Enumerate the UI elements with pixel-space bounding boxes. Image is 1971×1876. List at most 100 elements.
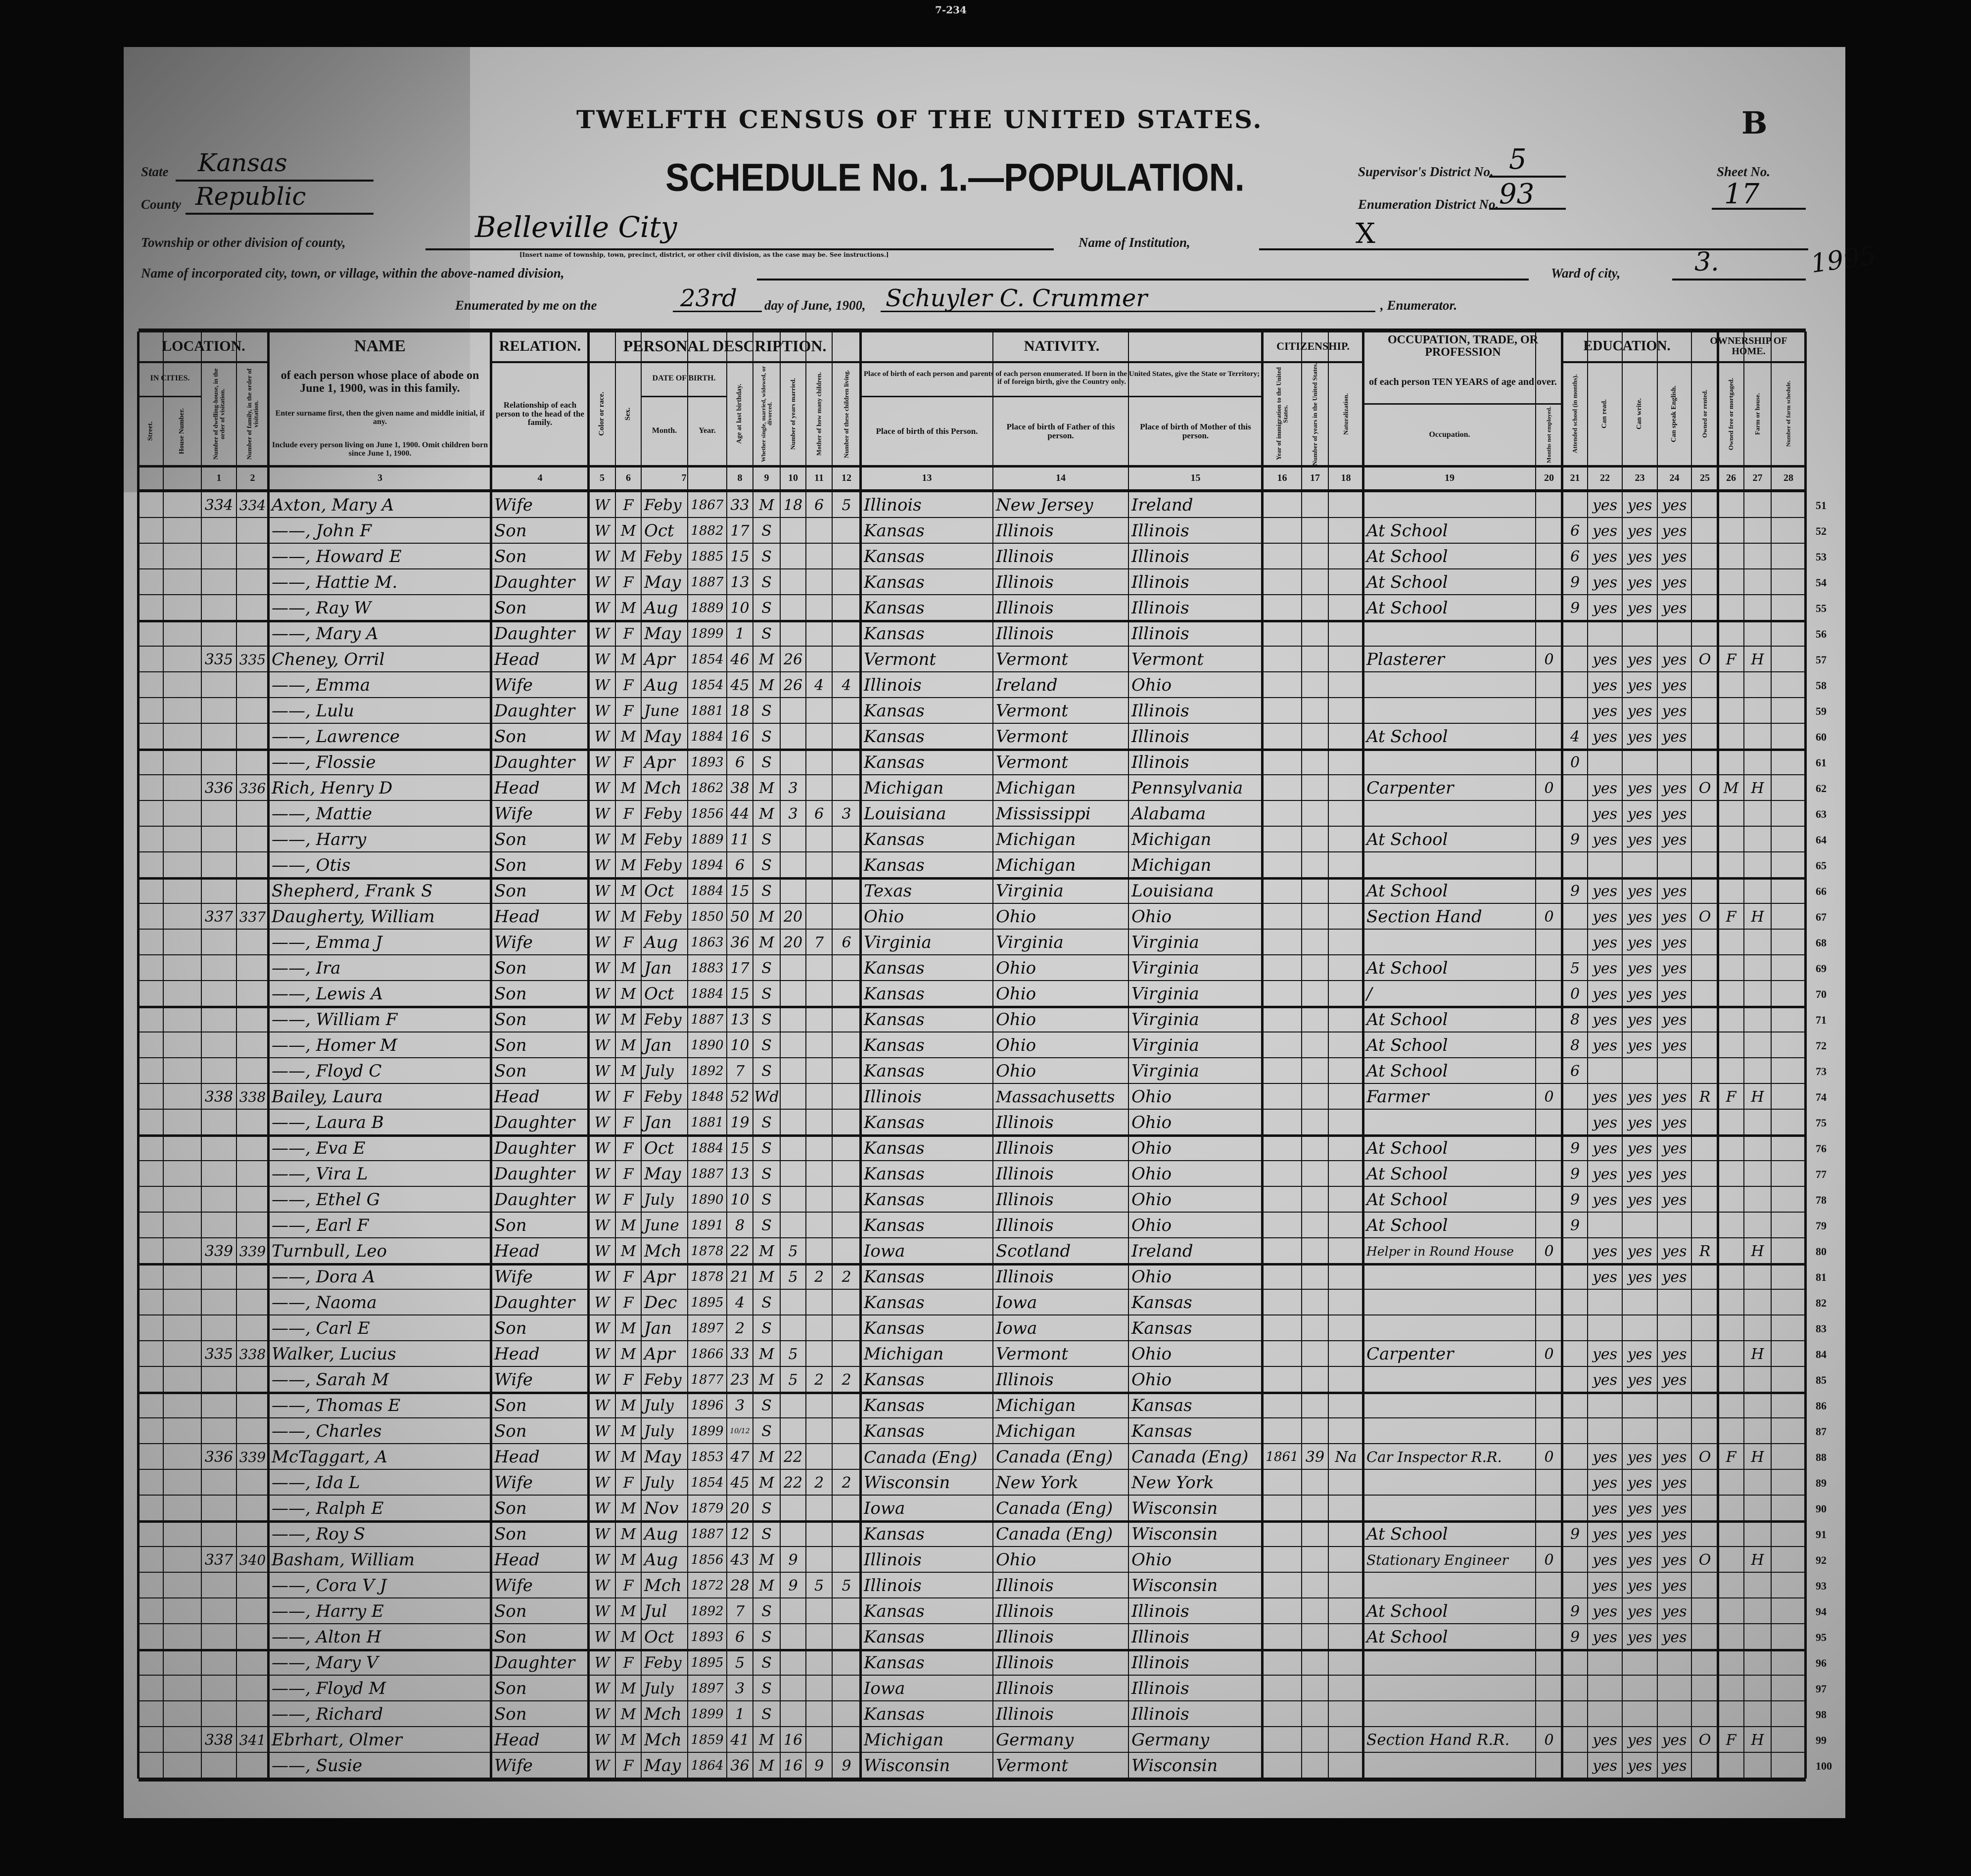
person-name: ——, Thomas E: [272, 1396, 401, 1415]
mother-birthplace: New York: [1131, 1473, 1214, 1493]
color: W: [594, 1114, 610, 1131]
school-months: 9: [1570, 1525, 1580, 1543]
person-name: ——, Emma J: [272, 933, 382, 952]
line-number: 88: [1816, 1451, 1827, 1463]
line-number: 51: [1816, 499, 1827, 512]
column-number: 16: [1277, 472, 1287, 483]
sex: F: [623, 1088, 634, 1106]
age: 52: [730, 1088, 750, 1106]
years-married: 26: [783, 651, 803, 668]
relation: Son: [494, 1499, 527, 1518]
can-read: yes: [1592, 1474, 1618, 1492]
header-dwelling-number: Number of dwelling-house, in the order o…: [211, 368, 226, 460]
can-read: yes: [1592, 1114, 1618, 1131]
can-read: yes: [1592, 1602, 1618, 1620]
marital-status: S: [761, 1139, 772, 1157]
birth-month: Feby: [644, 908, 682, 926]
can-write: yes: [1627, 1628, 1652, 1646]
color: W: [594, 1474, 610, 1492]
header-bp-mother: Place of birth of Mother of this person.: [1140, 422, 1251, 440]
relation: Daughter: [494, 1653, 575, 1673]
birthplace: Kansas: [864, 1370, 925, 1390]
sex: F: [623, 805, 634, 823]
sex: M: [620, 1036, 636, 1054]
marital-status: S: [761, 1011, 772, 1029]
row-rule: [139, 1572, 1806, 1573]
relation: Son: [494, 1524, 527, 1544]
can-read: yes: [1592, 985, 1618, 1003]
mother-birthplace: Kansas: [1131, 1293, 1192, 1313]
relation: Daughter: [494, 1293, 575, 1313]
sex: F: [623, 1139, 634, 1157]
person-name: ——, Ethel G: [272, 1190, 380, 1210]
father-birthplace: Ohio: [996, 1550, 1036, 1570]
birth-month: July: [644, 1422, 674, 1440]
birth-month: July: [644, 1191, 674, 1209]
row-rule: [139, 1675, 1806, 1676]
marital-status: M: [759, 1345, 774, 1363]
row-rule: [139, 1186, 1806, 1187]
sex: M: [620, 1500, 636, 1517]
father-birthplace: Illinois: [996, 1576, 1054, 1595]
marital-status: S: [761, 1525, 772, 1543]
marital-status: S: [761, 1062, 772, 1080]
birth-year: 1853: [691, 1450, 724, 1464]
can-write: yes: [1627, 702, 1652, 720]
birthplace: Wisconsin: [864, 1473, 950, 1493]
column-number: 3: [377, 472, 382, 483]
relation: Daughter: [494, 624, 575, 644]
father-birthplace: Canada (Eng): [996, 1499, 1113, 1518]
farm-house: H: [1751, 1088, 1764, 1106]
father-birthplace: Canada (Eng): [996, 1524, 1113, 1544]
line-number: 79: [1816, 1219, 1827, 1232]
birth-month: Aug: [644, 1524, 678, 1544]
relation: Head: [494, 907, 540, 927]
father-birthplace: Mississippi: [996, 804, 1091, 824]
column-rule: [859, 331, 862, 1779]
mother-birthplace: Ohio: [1131, 1138, 1172, 1158]
birth-year: 1878: [691, 1244, 724, 1259]
birth-month: July: [644, 1062, 674, 1080]
birthplace: Illinois: [864, 675, 922, 695]
months-unemployed: 0: [1544, 1448, 1554, 1466]
mother-birthplace: Illinois: [1131, 521, 1189, 541]
header-bp-person: Place of birth of this Person.: [876, 426, 978, 436]
header-months-unemployed: Months not employed.: [1545, 406, 1552, 464]
birth-month: Feby: [644, 496, 682, 514]
birth-month: Apr: [644, 1267, 675, 1287]
color: W: [594, 1602, 610, 1620]
birth-year: 1882: [691, 523, 724, 538]
relation: Son: [494, 1679, 527, 1698]
township-note: [Insert name of township, town, precinct…: [519, 251, 889, 258]
can-read: yes: [1592, 496, 1618, 514]
relation: Daughter: [494, 1164, 575, 1184]
sex: F: [623, 934, 634, 951]
age: 10: [730, 1191, 750, 1209]
table-top-rule: [139, 328, 1806, 332]
marital-status: S: [761, 1705, 772, 1723]
sex: M: [620, 1448, 636, 1466]
sex: F: [623, 702, 634, 720]
age: 19: [730, 1114, 750, 1131]
age: 1: [735, 1705, 745, 1723]
age: 15: [730, 548, 750, 565]
marital-status: M: [759, 1448, 774, 1466]
sex: M: [620, 1602, 636, 1620]
column-rule: [992, 331, 993, 1779]
mother-of: 2: [814, 1268, 824, 1286]
enumerator-underline: [881, 311, 1375, 312]
dwelling-number: 336: [204, 779, 234, 797]
color: W: [594, 1088, 610, 1106]
owned-rented: O: [1698, 908, 1711, 926]
marital-status: S: [761, 702, 772, 720]
can-speak-english: yes: [1662, 1525, 1687, 1543]
marital-status: S: [761, 522, 772, 540]
line-number: 53: [1816, 551, 1827, 563]
school-months: 6: [1570, 548, 1580, 565]
can-read: yes: [1592, 702, 1618, 720]
mother-birthplace: Illinois: [1131, 547, 1189, 566]
state-value: Kansas: [198, 148, 287, 177]
supervisor-underline: [1489, 176, 1566, 178]
person-name: Daugherty, William: [272, 907, 435, 927]
row-rule: [139, 980, 1806, 981]
